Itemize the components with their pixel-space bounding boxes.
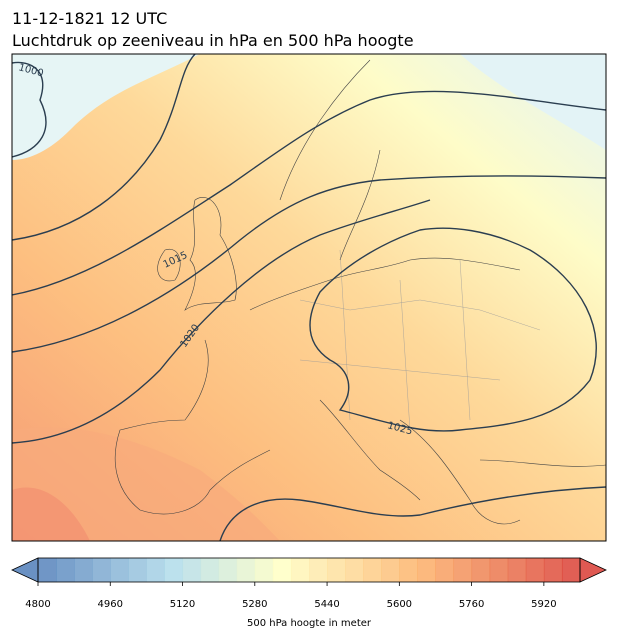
colorbar-extend — [579, 557, 607, 583]
band — [12, 427, 280, 541]
colorbar-segment — [128, 558, 147, 582]
isobar — [309, 227, 597, 432]
colorbar-segment — [435, 558, 455, 582]
coastline — [114, 339, 271, 515]
band — [12, 487, 90, 541]
colorbar-segment — [417, 558, 436, 582]
colorbar-segment — [489, 558, 509, 582]
colorbar-segment — [182, 558, 202, 582]
colorbar-segment — [363, 558, 382, 582]
colorbar-segment — [146, 558, 165, 582]
isobar — [12, 90, 606, 296]
colorbar-segment — [218, 558, 238, 582]
colorbar-segment — [381, 558, 400, 582]
colorbar-tick-label: 4960 — [98, 599, 123, 610]
coastline — [319, 399, 606, 525]
band — [12, 54, 200, 160]
isobar — [12, 61, 47, 158]
band — [460, 54, 606, 150]
isobar — [12, 54, 196, 241]
colorbar-segment — [561, 558, 581, 582]
colorbar-segment — [345, 558, 364, 582]
colorbar-segment — [399, 558, 418, 582]
colorbar-segment — [110, 558, 129, 582]
colorbar-segment — [453, 558, 473, 582]
colorbar-segment — [290, 558, 310, 582]
colorbar-tick-label: 5120 — [170, 599, 195, 610]
colorbar-segment — [525, 558, 545, 582]
colorbar-segment — [56, 558, 75, 582]
colorbar-tick-label: 5920 — [531, 599, 556, 610]
coastline — [249, 59, 521, 311]
colorbar: 4800 4960 5120 5280 5440 5600 5760 5920 — [11, 557, 607, 610]
colorbar-segment — [92, 558, 111, 582]
colorbar-segment — [254, 558, 274, 582]
colorbar-segment — [74, 558, 93, 582]
colorbar-segment — [38, 558, 57, 582]
colorbar-frame — [37, 557, 581, 583]
colorbar-segment — [309, 558, 328, 582]
colorbar-segment — [471, 558, 491, 582]
map-frame — [11, 53, 607, 542]
isobar — [12, 199, 431, 444]
colorbar-segment — [272, 558, 292, 582]
colorbar-tick-label: 5600 — [387, 599, 412, 610]
isobar — [12, 175, 606, 353]
isobar — [219, 486, 606, 541]
colorbar-tick-label: 5440 — [314, 599, 339, 610]
colorbar-tick-label: 4800 — [25, 599, 50, 610]
colorbar-tick-label: 5280 — [242, 599, 267, 610]
coastline — [184, 197, 237, 311]
subtitle: Luchtdruk op zeeniveau in hPa en 500 hPa… — [12, 31, 414, 50]
map: 1000 1015 1020 1025 — [12, 54, 606, 541]
colorbar-tick-label: 5760 — [459, 599, 484, 610]
colorbar-segment — [543, 558, 563, 582]
colorbar-segment — [164, 558, 184, 582]
colorbar-segment — [236, 558, 256, 582]
colorbar-extend — [11, 557, 39, 583]
border — [299, 249, 541, 431]
colorbar-segment — [327, 558, 346, 582]
colorbar-segment — [507, 558, 527, 582]
title: 11-12-1821 12 UTC — [12, 9, 167, 28]
colorbar-label: 500 hPa hoogte in meter — [247, 618, 372, 629]
colorbar-segment — [200, 558, 220, 582]
